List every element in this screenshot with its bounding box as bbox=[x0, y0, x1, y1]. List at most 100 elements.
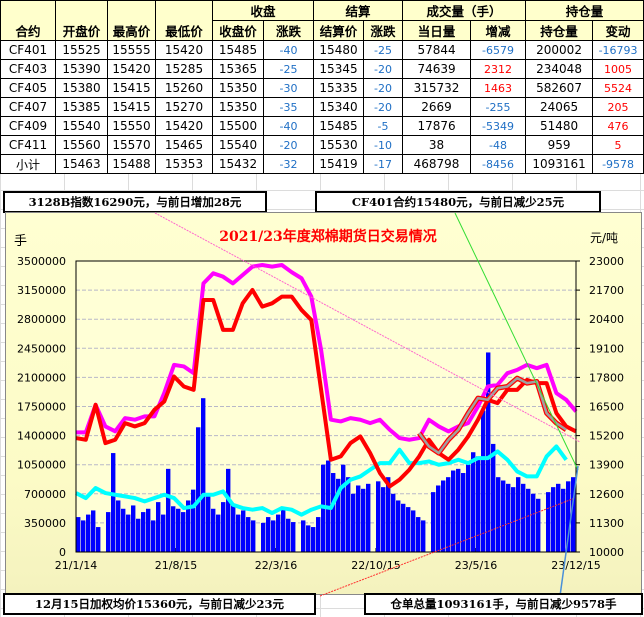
volume-bar bbox=[351, 493, 356, 552]
table-cell: -255 bbox=[470, 97, 527, 117]
col-header: 变动 bbox=[592, 20, 644, 41]
y-left-tick-label: 1750000 bbox=[17, 401, 66, 414]
volume-bar bbox=[216, 514, 221, 552]
table-cell: 38 bbox=[402, 135, 472, 155]
volume-bar bbox=[336, 478, 341, 552]
table-row: CF411 15560 15570 15465 15540 -20 15530 -10 38 -4… bbox=[0, 135, 644, 155]
table-cell: -8456 bbox=[470, 154, 527, 174]
table-cell: -32 bbox=[262, 154, 315, 174]
volume-bar bbox=[476, 456, 481, 552]
volume-bar bbox=[116, 500, 121, 552]
table-cell: 74639 bbox=[402, 59, 472, 79]
y-left-tick-label: 1400000 bbox=[17, 430, 66, 443]
table-cell: -30 bbox=[262, 78, 315, 98]
volume-bar bbox=[136, 518, 141, 552]
volume-bar bbox=[406, 507, 411, 552]
table-cell: 468798 bbox=[402, 154, 472, 174]
x-tick-label: 22/3/16 bbox=[255, 559, 297, 572]
volume-bar bbox=[226, 468, 231, 552]
volume-bar bbox=[171, 506, 176, 552]
table-cell: 15365 bbox=[212, 59, 264, 79]
volume-bar bbox=[271, 520, 276, 552]
volume-bar bbox=[181, 512, 186, 552]
volume-bar bbox=[186, 500, 191, 552]
volume-bar bbox=[561, 488, 566, 552]
col-header: 持仓量 bbox=[525, 20, 594, 41]
table-row: CF405 15380 15415 15260 15350 -30 15335 -20 3157… bbox=[0, 78, 644, 98]
volume-bar bbox=[141, 512, 146, 552]
volume-bar bbox=[466, 464, 471, 552]
table-cell: CF403 bbox=[0, 59, 56, 79]
y-right-tick-label: 21700 bbox=[589, 284, 624, 297]
table-cell: 15463 bbox=[55, 154, 108, 174]
y-left-tick-label: 2100000 bbox=[17, 371, 66, 384]
table-row: 小计 15463 15488 15353 15432 -32 15419 -17 468798-… bbox=[0, 154, 644, 174]
volume-bar bbox=[196, 427, 201, 552]
group-header-volume: 成交量（手） bbox=[402, 0, 527, 21]
y-right-tick-label: 23000 bbox=[589, 255, 624, 268]
table-cell: CF407 bbox=[0, 97, 56, 117]
group-header-settle: 结算 bbox=[313, 0, 404, 21]
volume-bar bbox=[356, 485, 361, 552]
volume-bar bbox=[331, 473, 336, 552]
y-right-tick-label: 20400 bbox=[589, 313, 624, 326]
table-cell: 15540 bbox=[55, 116, 108, 136]
table-cell: -17 bbox=[363, 154, 404, 174]
table-cell: 小计 bbox=[0, 154, 56, 174]
volume-bar bbox=[76, 517, 81, 552]
table-cell: 15340 bbox=[313, 97, 365, 117]
volume-bar bbox=[481, 410, 486, 552]
volume-bar bbox=[411, 510, 416, 552]
series-line bbox=[75, 444, 568, 517]
table-cell: CF411 bbox=[0, 135, 56, 155]
col-header: 开盘价 bbox=[55, 0, 108, 41]
index-connector-line bbox=[154, 212, 581, 443]
table-cell: -35 bbox=[262, 97, 315, 117]
volume-bar bbox=[191, 489, 196, 552]
volume-bar bbox=[311, 527, 316, 552]
volume-bar bbox=[546, 492, 551, 552]
volume-bar bbox=[286, 518, 291, 552]
group-header-oi: 持仓量 bbox=[525, 0, 644, 21]
volume-bar bbox=[121, 508, 126, 552]
volume-bar bbox=[436, 485, 441, 552]
volume-bar bbox=[571, 477, 576, 552]
volume-bar bbox=[531, 493, 536, 552]
volume-bar bbox=[301, 520, 306, 552]
x-tick-label: 23/5/16 bbox=[455, 559, 497, 572]
table-cell: 15335 bbox=[313, 78, 365, 98]
volume-bar bbox=[316, 517, 321, 552]
weighted-connector-line bbox=[319, 497, 576, 597]
volume-bar bbox=[391, 493, 396, 552]
table-cell: 15465 bbox=[155, 135, 213, 155]
volume-bar bbox=[416, 517, 421, 552]
volume-bar bbox=[381, 487, 386, 552]
table-cell: -10 bbox=[363, 135, 404, 155]
volume-bar bbox=[211, 508, 216, 552]
volume-bar bbox=[206, 493, 211, 552]
volume-bar bbox=[86, 514, 91, 552]
table-cell: -9578 bbox=[592, 154, 644, 174]
table-cell: 15540 bbox=[212, 135, 264, 155]
volume-bar bbox=[446, 477, 451, 552]
volume-bar bbox=[231, 505, 236, 552]
volume-bar bbox=[146, 508, 151, 552]
volume-bar bbox=[126, 514, 131, 552]
table-cell: 15419 bbox=[313, 154, 365, 174]
x-tick-label: 22/10/15 bbox=[351, 559, 400, 572]
volume-bar bbox=[91, 510, 96, 552]
volume-bar bbox=[111, 453, 116, 552]
y-right-tick-label: 15200 bbox=[589, 430, 624, 443]
table-cell: 15345 bbox=[313, 59, 365, 79]
volume-bar bbox=[431, 492, 436, 552]
x-tick-label: 21/8/15 bbox=[155, 559, 197, 572]
volume-bar bbox=[451, 470, 456, 552]
table-cell: 15390 bbox=[55, 59, 108, 79]
y-left-axis-label: 手 bbox=[14, 234, 27, 249]
volume-bar bbox=[176, 508, 181, 552]
table-cell: 15285 bbox=[155, 59, 213, 79]
col-header: 结算价 bbox=[313, 20, 365, 41]
volume-bar bbox=[526, 488, 531, 552]
volume-bar bbox=[151, 520, 156, 552]
